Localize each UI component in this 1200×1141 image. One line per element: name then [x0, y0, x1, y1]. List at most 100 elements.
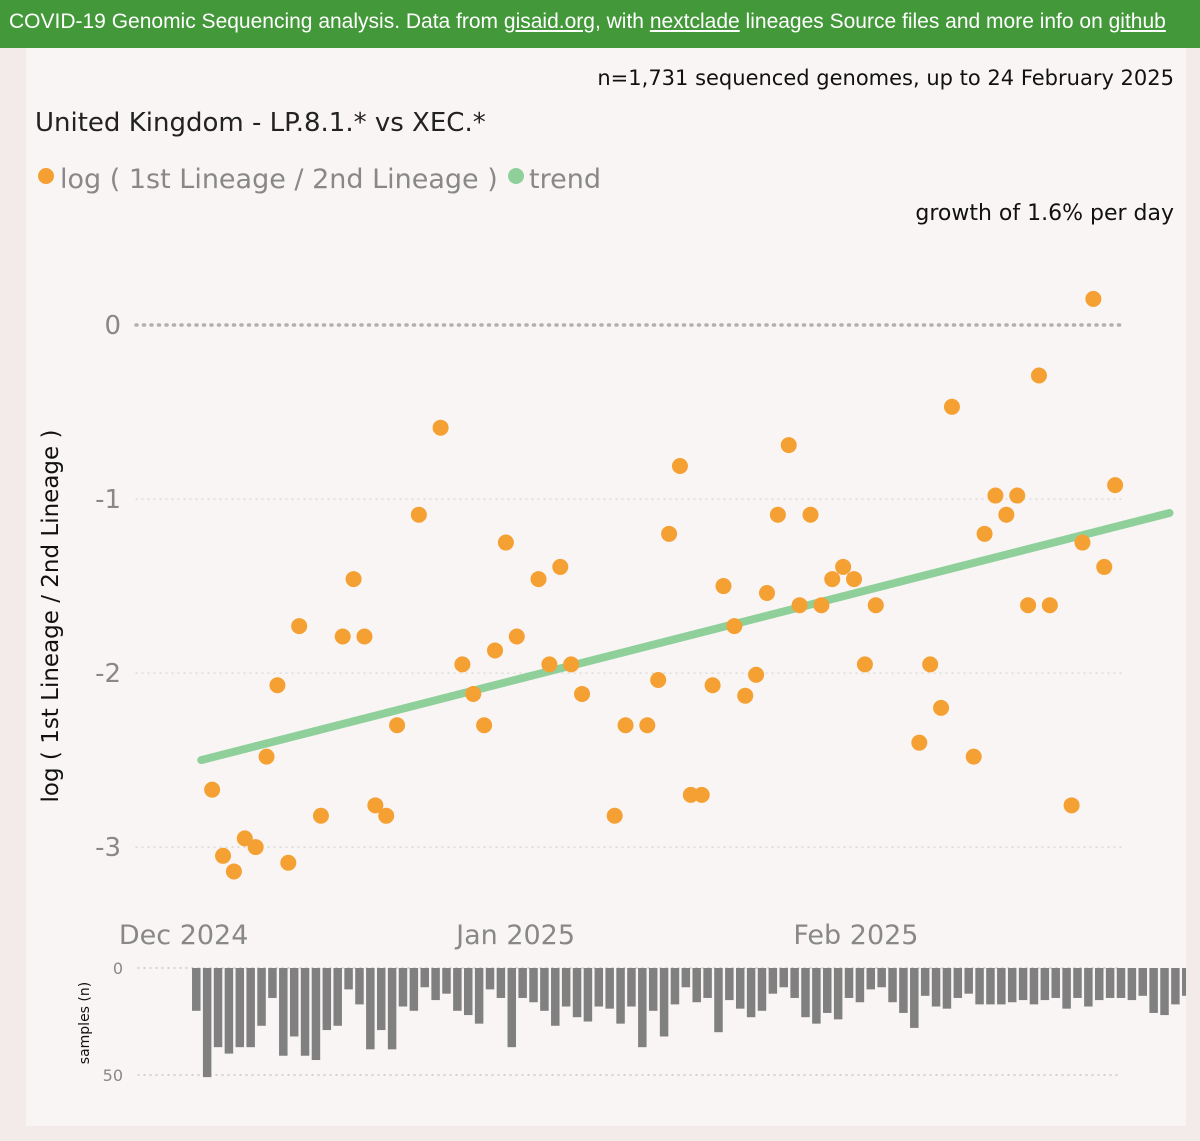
data-point: [922, 656, 939, 673]
samples-bar: [735, 968, 745, 1009]
samples-bar: [703, 968, 712, 998]
samples-bar: [931, 968, 941, 1007]
x-tick-label: Dec 2024: [119, 920, 249, 951]
samples-bar: [670, 968, 680, 1005]
samples-bar: [942, 968, 952, 1009]
data-point: [693, 786, 710, 803]
samples-bar: [376, 968, 386, 1031]
data-point: [215, 847, 232, 864]
x-tick-label: Feb 2025: [793, 920, 918, 951]
samples-bar: [420, 968, 429, 988]
samples-bar: [779, 968, 788, 988]
data-point: [389, 717, 406, 734]
data-point: [258, 748, 275, 765]
samples-bar: [442, 968, 451, 994]
data-point: [748, 666, 765, 683]
y-tick-label: -3: [95, 833, 121, 863]
samples-tick-label: 0: [113, 959, 123, 978]
samples-bar: [1062, 968, 1071, 1009]
samples-bar: [725, 968, 734, 1001]
samples-bar: [235, 968, 245, 1048]
samples-bar: [910, 968, 919, 1028]
data-point: [487, 642, 504, 659]
samples-bar: [387, 968, 397, 1050]
data-point: [1030, 367, 1047, 384]
samples-bar: [986, 968, 995, 1005]
samples-bar: [1073, 968, 1082, 998]
data-point: [334, 628, 351, 645]
data-point: [965, 748, 982, 765]
data-point: [269, 677, 286, 694]
data-point: [563, 656, 580, 673]
data-point: [1085, 290, 1102, 307]
samples-bar: [192, 968, 201, 1011]
data-point: [291, 618, 308, 635]
gisaid-link[interactable]: gisaid.org: [503, 10, 595, 33]
samples-bar: [768, 968, 778, 994]
legend-points-label: log ( 1st Lineage / 2nd Lineage ): [60, 164, 498, 195]
samples-bar: [953, 968, 963, 998]
samples-bar: [496, 968, 506, 998]
data-point: [497, 534, 514, 551]
data-point: [758, 585, 775, 602]
data-point: [367, 797, 384, 814]
y-axis: 0 -1 -2 -3: [95, 311, 1128, 863]
data-point: [769, 506, 786, 523]
x-axis: Dec 2024 Jan 2025 Feb 2025: [119, 920, 919, 951]
y-tick-label: -2: [95, 659, 121, 689]
samples-bar: [877, 968, 886, 988]
samples-bar: [333, 968, 342, 1026]
y-tick-label: -1: [95, 485, 121, 515]
data-point: [1074, 534, 1091, 551]
data-point: [432, 419, 449, 436]
github-link[interactable]: github: [1108, 10, 1166, 33]
data-point: [1063, 797, 1080, 814]
samples-bar: [431, 968, 440, 1001]
data-point: [356, 628, 373, 645]
data-point: [476, 717, 493, 734]
data-point: [508, 628, 525, 645]
data-point: [824, 571, 841, 588]
samples-bar: [540, 968, 549, 1011]
trend-line: [197, 508, 1174, 765]
data-point: [704, 677, 721, 694]
data-point: [998, 506, 1015, 523]
data-point: [225, 863, 242, 880]
data-point: [856, 656, 873, 673]
samples-bar: [268, 968, 277, 998]
legend: log ( 1st Lineage / 2nd Lineage ) trend: [38, 164, 601, 195]
samples-bar: [551, 968, 560, 1026]
samples-bar: [888, 968, 897, 1003]
data-point: [574, 685, 591, 702]
chart-panel: n=1,731 sequenced genomes, up to 24 Febr…: [26, 48, 1186, 1126]
legend-trend-marker: [508, 168, 524, 184]
banner-text-1: COVID-19 Genomic Sequencing analysis. Da…: [9, 10, 504, 33]
samples-bar: [1094, 968, 1104, 1001]
data-point: [454, 656, 471, 673]
data-point: [661, 525, 678, 542]
samples-bar: [975, 968, 984, 1005]
data-point: [378, 807, 395, 824]
nextclade-link[interactable]: nextclade: [649, 10, 740, 33]
samples-bar: [279, 968, 288, 1056]
chart-canvas: n=1,731 sequenced genomes, up to 24 Febr…: [35, 66, 1186, 1085]
data-point: [933, 699, 950, 716]
samples-bar: [344, 968, 353, 990]
samples-bars: [192, 968, 1186, 1078]
samples-bar: [1182, 968, 1186, 996]
samples-bar: [224, 968, 234, 1054]
data-point: [671, 457, 688, 474]
samples-bar: [507, 968, 517, 1048]
samples-bar: [855, 968, 865, 1003]
trend-layer: [197, 508, 1174, 765]
samples-bar: [681, 968, 691, 988]
data-point: [737, 687, 754, 704]
samples-bar: [1149, 968, 1158, 1013]
banner-text-2: , with: [594, 10, 650, 33]
samples-bar: [453, 968, 462, 1011]
samples-bar: [1084, 968, 1093, 1007]
data-point: [791, 597, 808, 614]
samples-bar: [844, 968, 854, 998]
samples-bar: [355, 968, 364, 1005]
samples-bar: [714, 968, 723, 1033]
